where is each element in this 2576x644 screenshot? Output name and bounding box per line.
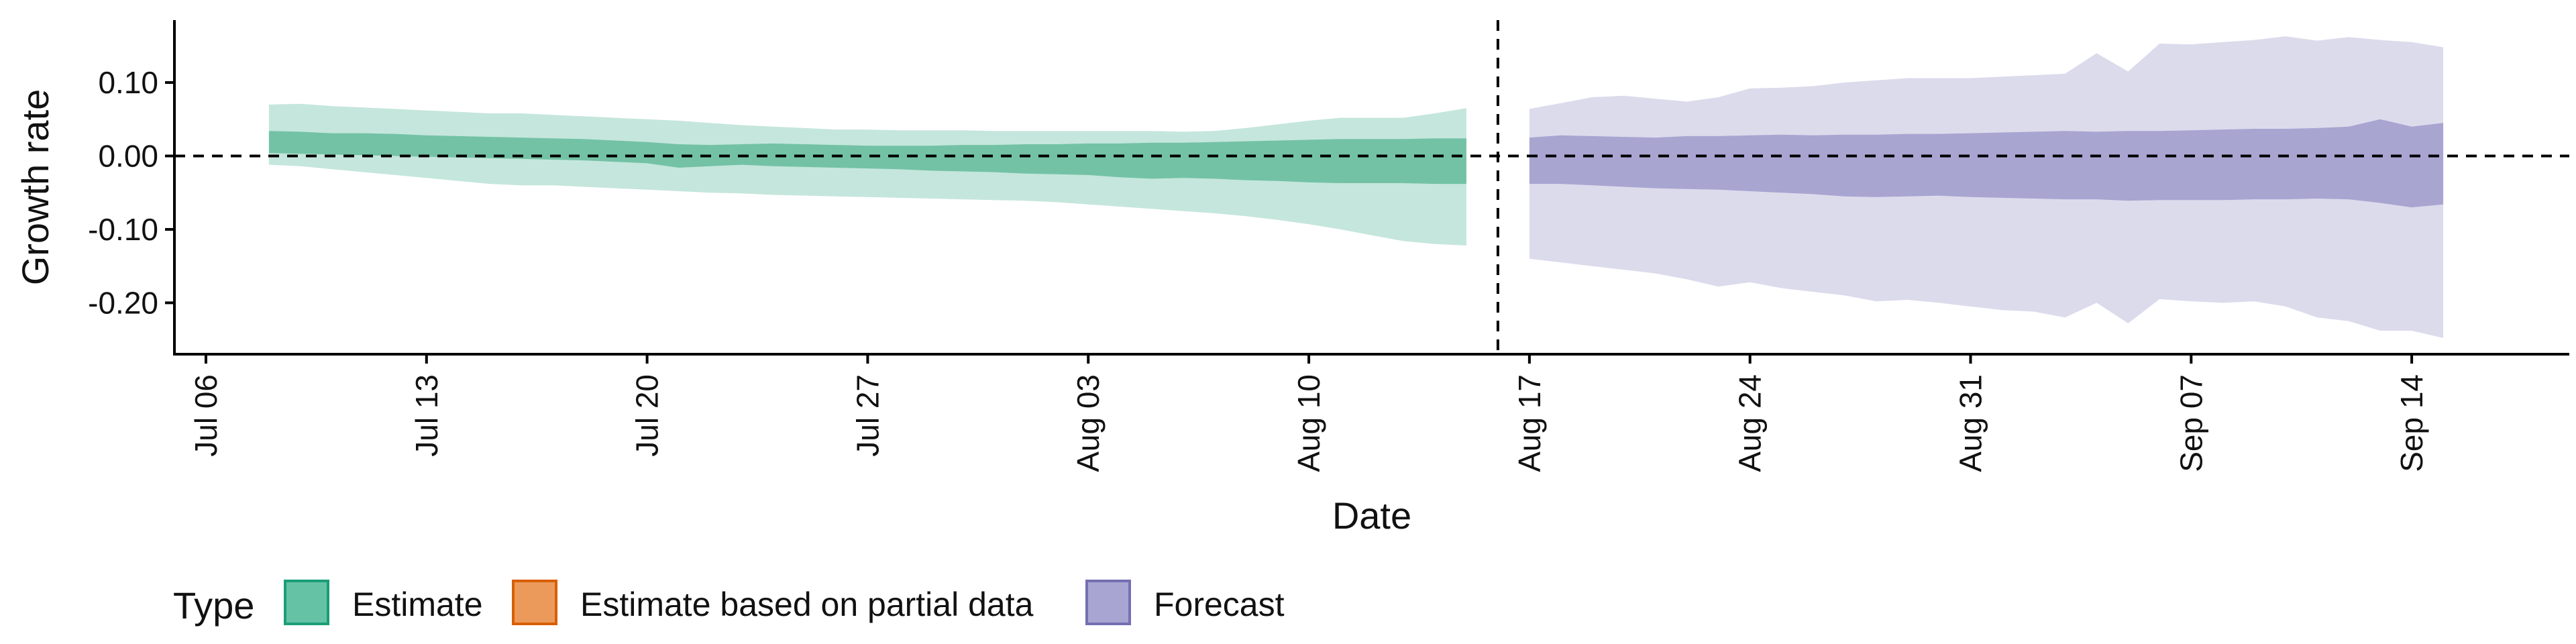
x-tick-label: Aug 17 bbox=[1512, 374, 1547, 472]
x-tick-label: Jul 06 bbox=[189, 374, 223, 457]
x-tick-label: Aug 31 bbox=[1953, 374, 1988, 472]
x-tick-label: Aug 03 bbox=[1071, 374, 1106, 472]
x-ticks: Jul 06 Jul 13 Jul 20 Jul 27 Aug 03 Aug 10 Aug … bbox=[189, 354, 2429, 472]
legend-title: Type bbox=[173, 584, 254, 627]
x-axis-title: Date bbox=[1332, 494, 1411, 537]
y-ticks: 0.10 0.00 -0.10 -0.20 bbox=[88, 65, 174, 320]
legend-items: Estimate Estimate based on partial data Fo… bbox=[284, 580, 1285, 625]
x-tick-label: Sep 07 bbox=[2174, 374, 2208, 472]
legend-label-estimate-based-on-partial-data: Estimate based on partial data bbox=[580, 586, 1034, 623]
plot-layer bbox=[174, 20, 2569, 354]
legend: Type Estimate Estimate based on partial d… bbox=[173, 580, 1285, 627]
x-tick-label: Aug 24 bbox=[1733, 374, 1768, 472]
legend-label-forecast: Forecast bbox=[1154, 586, 1285, 623]
legend-swatch-forecast bbox=[1085, 580, 1131, 625]
forecast-inner-band bbox=[1529, 119, 2444, 208]
x-tick-label: Aug 10 bbox=[1291, 374, 1326, 472]
axes-layer: 0.100.00-0.10-0.20 Jul 06 Jul 13 Jul 20 Jul… bbox=[14, 20, 2569, 537]
y-tick-label: -0.10 bbox=[88, 212, 158, 247]
x-tick-label: Jul 27 bbox=[850, 374, 885, 457]
y-tick-label: 0.10 bbox=[98, 65, 158, 100]
x-tick-label: Jul 20 bbox=[630, 374, 665, 457]
legend-label-estimate: Estimate bbox=[352, 586, 483, 623]
estimate-inner-band bbox=[268, 131, 1466, 184]
y-tick-label: -0.20 bbox=[88, 285, 158, 320]
x-tick-label: Jul 13 bbox=[409, 374, 444, 457]
y-tick-label: 0.00 bbox=[98, 138, 158, 173]
x-tick-label: Sep 14 bbox=[2394, 374, 2429, 472]
legend-swatch-estimate bbox=[284, 580, 329, 625]
y-axis-title: Growth rate bbox=[14, 89, 56, 286]
legend-swatch-estimate-based-on-partial-data bbox=[512, 580, 557, 625]
